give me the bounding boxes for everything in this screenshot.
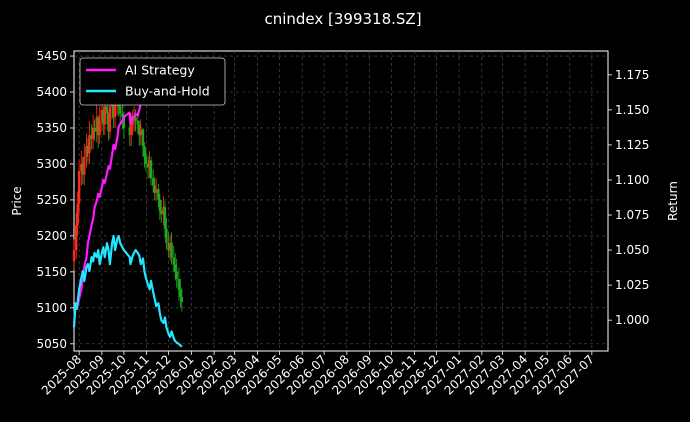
candle-body	[165, 228, 168, 244]
y-right-tick-label: 1.150	[615, 103, 649, 117]
candle-body	[103, 106, 107, 125]
candle-body	[131, 120, 134, 125]
candle-body	[141, 129, 145, 146]
candle-body	[148, 160, 151, 168]
candle-body	[134, 117, 137, 121]
candle-body	[146, 163, 150, 168]
candle-body	[168, 243, 172, 251]
candle-body	[138, 124, 141, 136]
y-left-tick-label: 5400	[36, 85, 67, 99]
candle-body	[132, 117, 136, 121]
candle-body	[81, 163, 85, 175]
candle-body	[95, 117, 98, 132]
candle-body	[72, 250, 76, 262]
candle-body	[93, 127, 96, 132]
candle-body	[121, 113, 124, 118]
candle-body	[102, 109, 105, 125]
y-axis-right-title: Return	[666, 181, 680, 221]
legend: AI Strategy Buy-and-Hold	[79, 57, 226, 106]
y-left-tick-label: 5200	[36, 229, 67, 243]
candle-body	[144, 156, 148, 164]
legend-box	[79, 57, 226, 106]
candle-body	[119, 106, 122, 114]
candle-body	[88, 135, 91, 154]
candle-body	[77, 171, 81, 204]
candle-body	[108, 106, 112, 132]
y-right-tick-label: 1.125	[615, 138, 649, 152]
candle-body	[86, 145, 90, 154]
candle-body	[149, 160, 153, 179]
candle-body	[100, 109, 104, 121]
y-left-tick-label: 5350	[36, 121, 67, 135]
candle-body	[112, 99, 115, 118]
candle-body	[163, 207, 167, 229]
candle-body	[167, 243, 170, 251]
candle-body	[130, 124, 133, 136]
candle-body	[157, 189, 160, 200]
candle-body	[170, 243, 173, 258]
candle-body	[139, 129, 142, 136]
buy-and-hold-line	[72, 234, 183, 348]
y-axis-left-title: Price	[10, 186, 24, 215]
candle-body	[154, 189, 158, 193]
candle-body	[153, 185, 156, 193]
candle-body	[75, 225, 78, 251]
candle-body	[180, 297, 184, 303]
candle-body	[80, 163, 83, 172]
y-right-tick-label: 1.000	[615, 313, 649, 327]
candle-body	[177, 279, 181, 290]
candle-body	[85, 145, 88, 157]
candle-body	[98, 120, 101, 136]
y-left-tick-label: 5300	[36, 157, 67, 171]
candle-body	[83, 156, 86, 175]
y-right-tick-label: 1.175	[615, 68, 649, 82]
candle-body	[160, 210, 163, 215]
candle-body	[105, 106, 109, 114]
y-right-tick-label: 1.100	[615, 173, 649, 187]
candle-body	[152, 178, 155, 186]
candle-body	[91, 127, 95, 139]
candle-body	[76, 203, 79, 226]
candle-body	[128, 127, 131, 136]
candle-body	[172, 257, 175, 265]
candle-body	[122, 117, 126, 128]
candle-body	[136, 120, 140, 125]
y-left-tick-label: 5250	[36, 193, 67, 207]
y-right-tick-label: 1.025	[615, 278, 649, 292]
y-left-tick-label: 5050	[36, 337, 67, 351]
candle-body	[113, 102, 117, 118]
y-left-tick-label: 5450	[36, 49, 67, 63]
candle-body	[174, 264, 177, 272]
candle-body	[90, 135, 93, 139]
candle-body	[179, 289, 182, 298]
y-right-tick-label: 1.075	[615, 208, 649, 222]
candle-body	[97, 117, 100, 136]
y-left-tick-label: 5150	[36, 265, 67, 279]
candle-body	[162, 207, 165, 215]
candle-body	[175, 271, 178, 280]
chart-title: cnindex [399318.SZ]	[264, 10, 421, 28]
candle-body	[143, 145, 146, 157]
candle-body	[107, 113, 110, 132]
legend-label-ai: AI Strategy	[125, 63, 195, 78]
legend-label-bh: Buy-and-Hold	[125, 84, 210, 99]
candle-body	[158, 199, 162, 211]
y-left-tick-label: 5100	[36, 301, 67, 315]
y-right-tick-label: 1.050	[615, 243, 649, 257]
